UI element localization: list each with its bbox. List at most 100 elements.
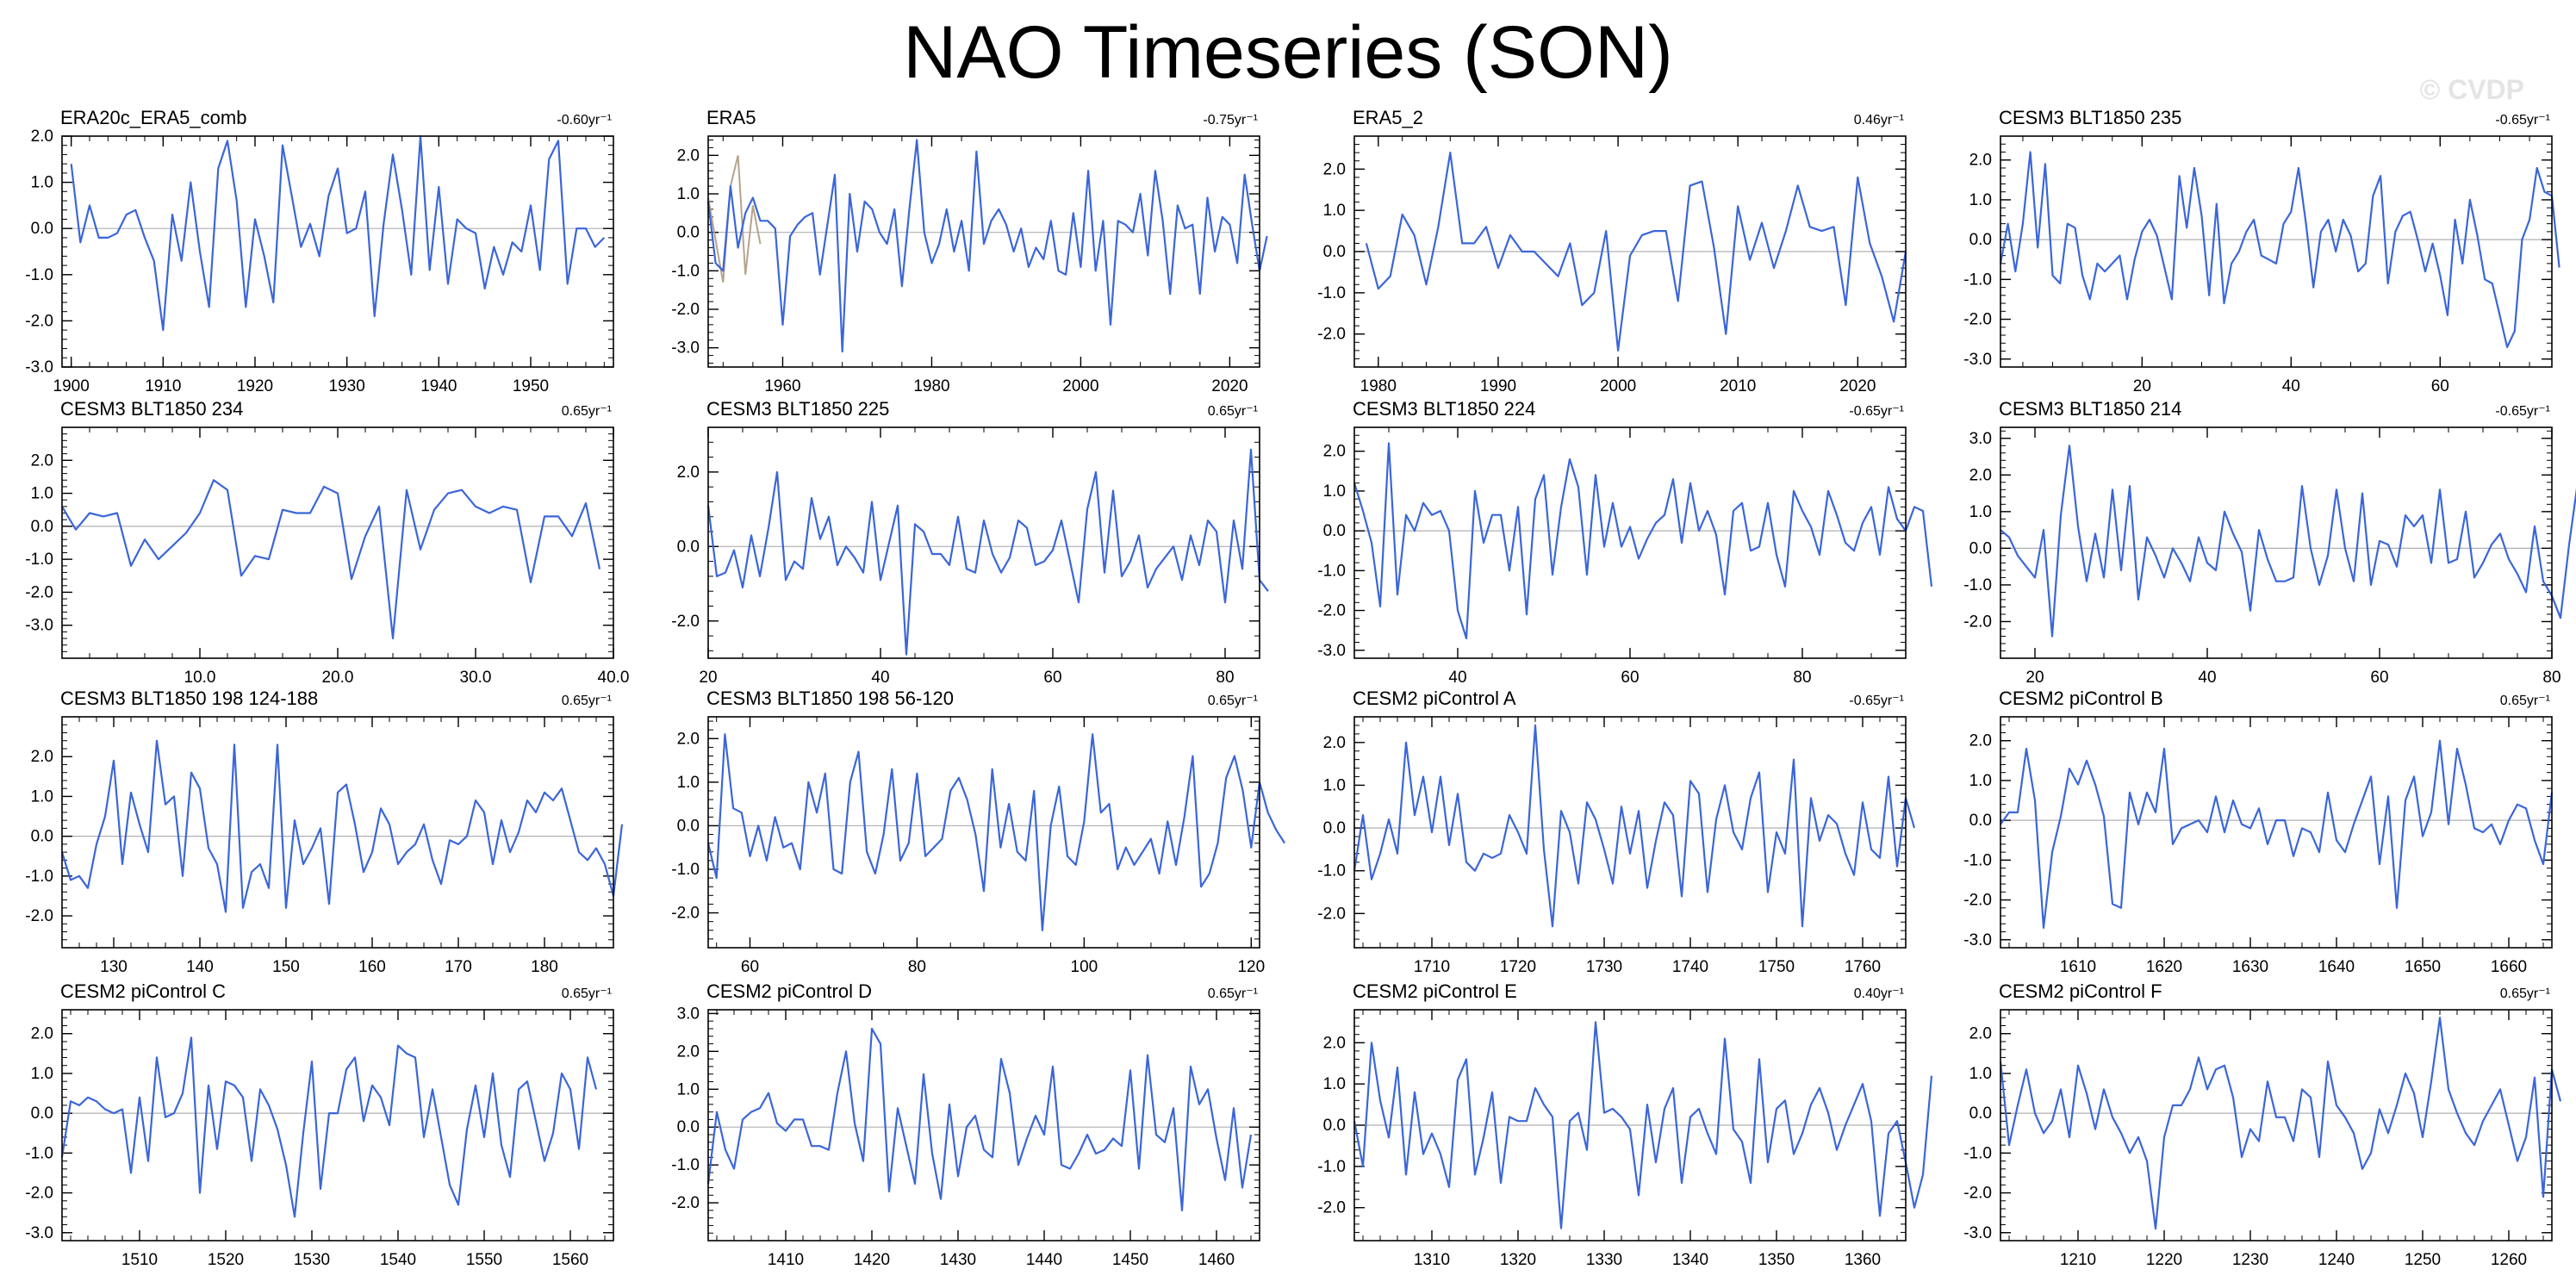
series-line — [1353, 1021, 1933, 1229]
series-line — [60, 739, 624, 913]
nao-panel-12: CESM2 piControl B 0.65yr⁻¹ 1610 1620 1630 164… — [1963, 688, 2554, 976]
x-tick-label: 1410 — [768, 1251, 804, 1269]
x-tick-label: 2020 — [1211, 377, 1248, 395]
x-tick-label: 1730 — [1586, 958, 1622, 976]
plot-frame — [1353, 426, 1907, 659]
plot-frame — [1353, 716, 1907, 949]
y-tick-label: 1.0 — [1323, 776, 1346, 794]
y-tick-label: -2.0 — [671, 905, 700, 923]
x-tick-label: 1450 — [1112, 1251, 1148, 1269]
y-tick-label: -2.0 — [25, 1185, 53, 1203]
panel-title: CESM3 BLT1850 214 — [1999, 398, 2181, 420]
plot-frame — [707, 1009, 1260, 1242]
y-tick-label: 0.0 — [1969, 539, 1992, 557]
nao-panel-14: CESM2 piControl D 0.65yr⁻¹ 1410 1420 1430 144… — [671, 980, 1260, 1269]
x-tick-label: 130 — [100, 958, 128, 976]
x-tick-label: 1910 — [145, 377, 181, 395]
nao-panel-8: CESM3 BLT1850 214 -0.65yr⁻¹ 20 40 60 80 3.0 2.0… — [1963, 398, 2576, 687]
y-tick-label: 2.0 — [31, 451, 53, 470]
panel-trend: 0.65yr⁻¹ — [2500, 694, 2550, 708]
y-tick-label: 0.0 — [31, 220, 53, 238]
y-tick-label: -3.0 — [25, 1224, 53, 1242]
y-tick-label: -1.0 — [1963, 851, 1992, 869]
y-tick-label: 1.0 — [1969, 772, 1992, 790]
x-tick-label: 40.0 — [598, 669, 630, 687]
x-tick-label: 1310 — [1414, 1251, 1450, 1269]
y-tick-label: 2.0 — [1323, 160, 1346, 178]
plot-frame — [2000, 716, 2553, 949]
y-tick-label: 0.0 — [31, 518, 53, 536]
panel-title: ERA5 — [706, 107, 756, 128]
nao-panel-1: ERA20c_ERA5_comb -0.60yr⁻¹ 1900 1910 1920 193… — [25, 107, 614, 395]
panel-title: CESM2 piControl D — [706, 980, 872, 1002]
x-tick-label: 1250 — [2405, 1251, 2441, 1269]
y-tick-label: 3.0 — [677, 1005, 700, 1023]
series-line — [61, 479, 601, 640]
y-tick-label: -1.0 — [671, 262, 700, 280]
y-tick-label: -1.0 — [25, 551, 53, 569]
series-line — [1365, 151, 1907, 352]
panel-title: CESM3 BLT1850 224 — [1353, 398, 1535, 420]
series-line — [2000, 739, 2554, 929]
panel-trend: 0.65yr⁻¹ — [2500, 986, 2550, 1001]
y-tick-label: -2.0 — [1317, 905, 1346, 923]
x-tick-label: 1980 — [913, 377, 949, 395]
x-tick-label: 1430 — [940, 1251, 976, 1269]
y-tick-label: -2.0 — [25, 907, 53, 925]
y-tick-label: 1.0 — [1323, 482, 1346, 501]
x-tick-label: 150 — [272, 958, 300, 976]
plot-frame — [61, 716, 614, 949]
x-tick-label: 1740 — [1672, 958, 1708, 976]
x-tick-label: 1320 — [1500, 1251, 1536, 1269]
x-tick-label: 2000 — [1062, 377, 1098, 395]
x-tick-label: 1330 — [1586, 1251, 1622, 1269]
y-tick-label: 0.0 — [677, 1118, 700, 1136]
x-tick-label: 1660 — [2491, 958, 2527, 976]
y-tick-label: -1.0 — [1317, 562, 1346, 580]
y-tick-label: -1.0 — [25, 1144, 53, 1162]
y-tick-label: 2.0 — [1969, 1025, 1992, 1043]
y-tick-label: -2.0 — [1963, 1185, 1992, 1203]
x-tick-label: 40 — [1448, 669, 1466, 687]
y-tick-label: -1.0 — [1317, 862, 1346, 881]
x-tick-label: 1980 — [1360, 377, 1397, 395]
x-tick-label: 60 — [1621, 669, 1639, 687]
y-tick-label: 0.0 — [31, 1105, 53, 1123]
nao-panel-7: CESM3 BLT1850 224 -0.65yr⁻¹ 40 60 80 2.0 1.0 0.… — [1317, 398, 1933, 687]
x-tick-label: 1920 — [237, 377, 273, 395]
x-tick-label: 20 — [699, 669, 717, 687]
y-tick-label: 1.0 — [31, 174, 53, 192]
x-tick-label: 1550 — [466, 1251, 502, 1269]
x-tick-label: 60 — [741, 958, 759, 976]
panel-title: CESM2 piControl E — [1353, 980, 1517, 1002]
panel-title: CESM3 BLT1850 198 124-188 — [60, 688, 318, 709]
x-tick-label: 1230 — [2232, 1251, 2268, 1269]
panel-trend: 0.40yr⁻¹ — [1854, 986, 1904, 1001]
x-tick-label: 1630 — [2232, 958, 2268, 976]
y-tick-label: -3.0 — [25, 358, 53, 377]
x-tick-label: 1650 — [2405, 958, 2441, 976]
nao-panel-13: CESM2 piControl C 0.65yr⁻¹ 1510 1520 1530 154… — [25, 980, 614, 1269]
plot-frame — [2000, 135, 2553, 368]
x-tick-label: 140 — [186, 958, 214, 976]
x-tick-label: 1510 — [121, 1251, 158, 1269]
y-tick-label: -1.0 — [1317, 1158, 1346, 1176]
y-tick-label: 2.0 — [1323, 1034, 1346, 1052]
y-tick-label: -2.0 — [671, 613, 700, 631]
x-tick-label: 10.0 — [184, 669, 216, 687]
y-tick-label: -1.0 — [671, 1156, 700, 1174]
y-tick-label: -2.0 — [1317, 1199, 1346, 1217]
x-tick-label: 1530 — [294, 1251, 330, 1269]
y-tick-label: 3.0 — [1969, 430, 1992, 448]
series-line — [70, 134, 606, 332]
panel-title: CESM3 BLT1850 235 — [1999, 107, 2181, 128]
panel-trend: 0.65yr⁻¹ — [1208, 986, 1258, 1001]
y-tick-label: -3.0 — [671, 339, 700, 358]
plot-frame — [61, 135, 614, 368]
nao-panel-6: CESM3 BLT1850 225 0.65yr⁻¹ 20 40 60 80 2.0 0.0 -… — [671, 398, 1269, 687]
y-tick-label: 1.0 — [31, 1065, 53, 1083]
x-tick-label: 160 — [358, 958, 386, 976]
x-tick-label: 1210 — [2060, 1251, 2096, 1269]
x-tick-label: 100 — [1071, 958, 1098, 976]
